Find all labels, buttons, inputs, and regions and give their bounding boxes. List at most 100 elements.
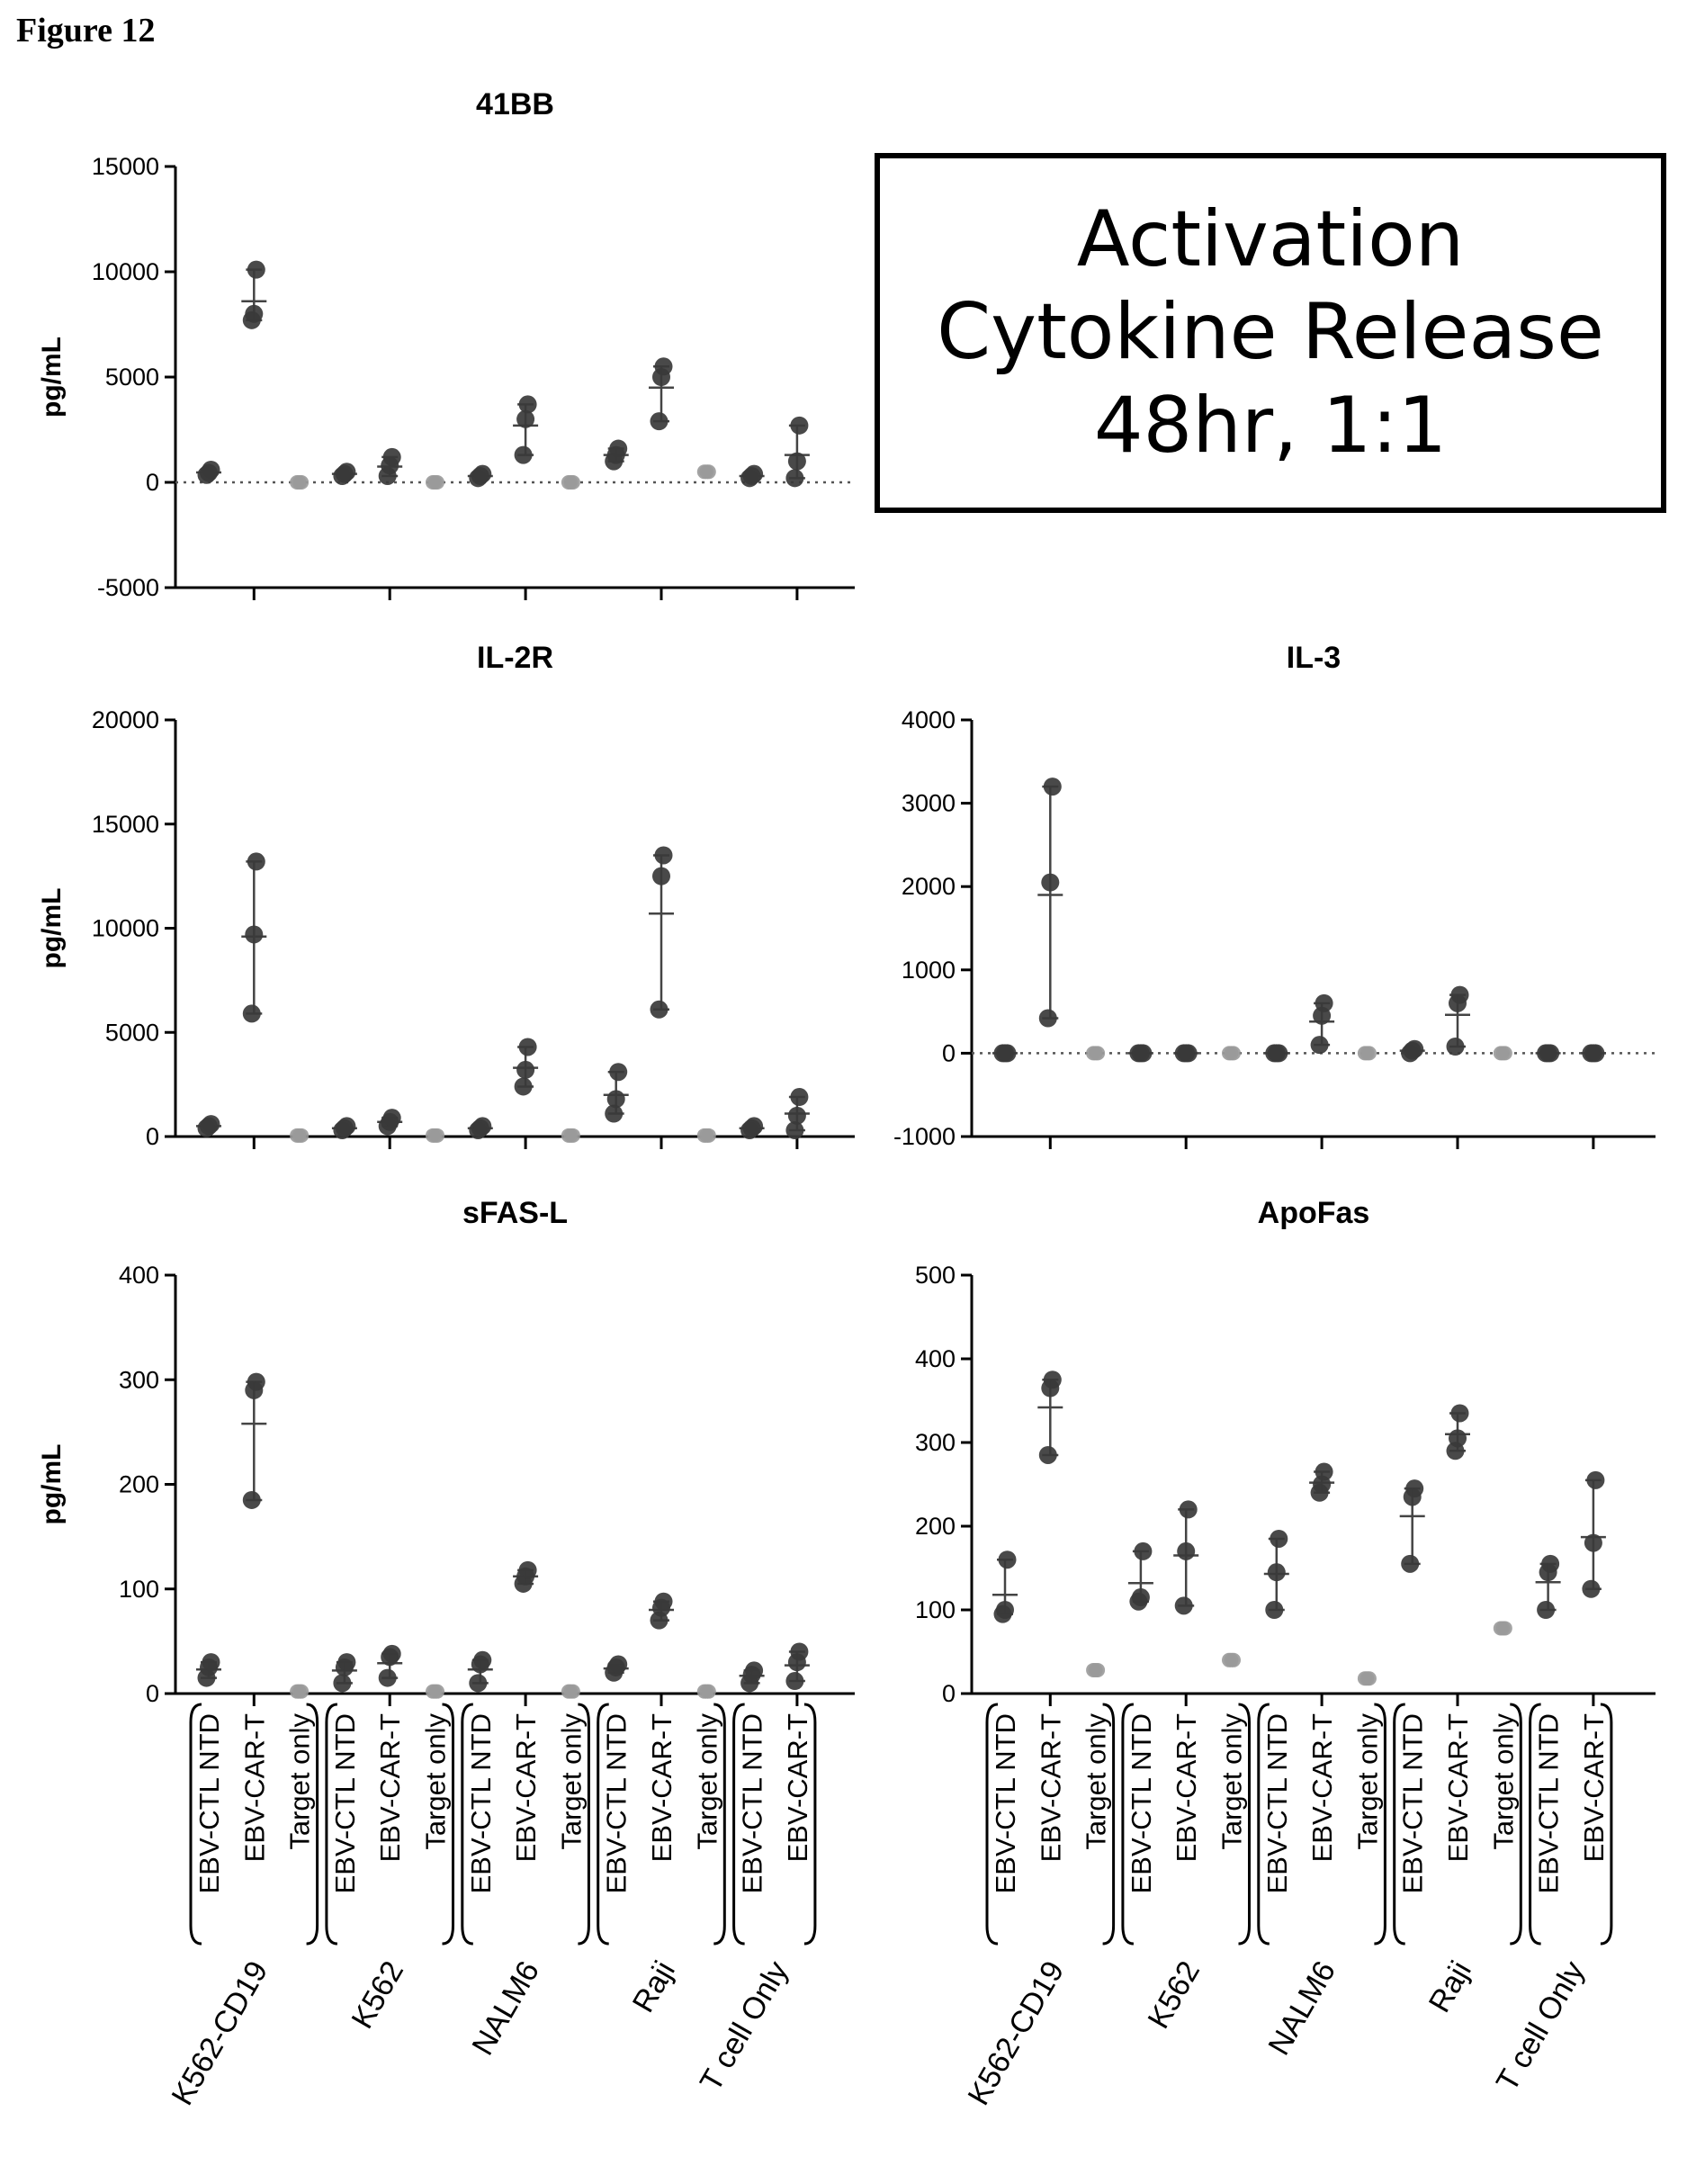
data-point bbox=[1270, 1044, 1288, 1063]
group-bracket-left bbox=[461, 1703, 473, 1946]
y-axis-label: pg/mL bbox=[37, 1444, 67, 1525]
condition-label: Target only bbox=[1487, 1713, 1519, 1850]
data-point bbox=[337, 463, 356, 481]
data-point bbox=[1134, 1044, 1153, 1063]
data-point bbox=[650, 1000, 669, 1019]
data-point bbox=[518, 1560, 537, 1579]
data-point bbox=[1401, 1554, 1420, 1573]
series-k562-cd19-ebv-ctl-ntd bbox=[992, 1044, 1018, 1063]
data-point bbox=[1179, 1500, 1198, 1519]
series-k562-ebv-ctl-ntd bbox=[331, 1117, 357, 1140]
y-tick-label: 100 bbox=[915, 1596, 956, 1623]
condition-label: EBV-CTL NTD bbox=[1533, 1713, 1565, 1893]
annotation-line-2: Cytokine Release bbox=[937, 287, 1604, 378]
condition-label: EBV-CAR-T bbox=[510, 1713, 542, 1862]
group-label-raji: Raji bbox=[1422, 1955, 1478, 2018]
data-point bbox=[1586, 1044, 1605, 1063]
condition-label: EBV-CTL NTD bbox=[1397, 1713, 1429, 1893]
data-point bbox=[565, 1684, 580, 1699]
series-raji-ebv-ctl-ntd bbox=[603, 1655, 629, 1682]
data-point bbox=[1449, 1429, 1467, 1448]
data-point bbox=[337, 1117, 356, 1136]
group-label-k562-cd19: K562-CD19 bbox=[961, 1955, 1071, 2111]
data-point bbox=[247, 852, 265, 871]
data-point bbox=[1226, 1652, 1241, 1667]
y-tick-label: 400 bbox=[119, 1262, 159, 1289]
data-point bbox=[430, 475, 444, 490]
series-k562-target-only bbox=[1222, 1652, 1241, 1667]
series-k562-cd19-ebv-car-t bbox=[1037, 1371, 1063, 1464]
series-raji-target-only bbox=[1493, 1046, 1512, 1061]
data-point bbox=[654, 1592, 673, 1611]
group-label-nalm6: NALM6 bbox=[1261, 1955, 1342, 2061]
series-k562-cd19-target-only bbox=[1086, 1046, 1106, 1061]
condition-label: Target only bbox=[1351, 1713, 1383, 1850]
data-point bbox=[1043, 777, 1062, 796]
series-k562-cd19-ebv-car-t bbox=[241, 852, 267, 1023]
series-nalm6-ebv-car-t bbox=[513, 1560, 539, 1593]
data-point bbox=[1179, 1044, 1198, 1063]
series-nalm6-target-only bbox=[561, 475, 580, 490]
group-bracket-left bbox=[1121, 1703, 1135, 1946]
series-raji-ebv-car-t bbox=[649, 1592, 674, 1630]
group-bracket-left bbox=[1393, 1703, 1405, 1946]
condition-label: EBV-CAR-T bbox=[1578, 1713, 1610, 1862]
series-k562-cd19-ebv-ctl-ntd bbox=[196, 1115, 221, 1137]
data-point bbox=[745, 1661, 764, 1680]
data-point bbox=[1497, 1621, 1512, 1636]
data-point bbox=[745, 464, 764, 483]
annotation-line-1: Activation bbox=[1076, 194, 1465, 285]
series-k562-ebv-ctl-ntd bbox=[331, 463, 357, 485]
data-point bbox=[242, 1490, 261, 1509]
group-bracket-right bbox=[306, 1703, 319, 1946]
series-k562-cd19-ebv-car-t bbox=[1037, 777, 1063, 1028]
y-tick-label: 2000 bbox=[902, 873, 956, 900]
data-point bbox=[1131, 1588, 1150, 1607]
series-k562-ebv-car-t bbox=[377, 1109, 403, 1136]
series-nalm6-ebv-car-t bbox=[513, 395, 539, 464]
data-point bbox=[609, 1655, 628, 1674]
group-bracket-left bbox=[985, 1703, 999, 1946]
y-tick-label: 500 bbox=[915, 1262, 956, 1289]
data-point bbox=[1174, 1596, 1193, 1615]
series-k562-cd19-ebv-car-t bbox=[241, 260, 267, 329]
data-point bbox=[1315, 993, 1333, 1012]
condition-label: EBV-CTL NTD bbox=[601, 1713, 633, 1893]
data-point bbox=[996, 1601, 1014, 1619]
data-point bbox=[202, 460, 220, 479]
group-label-nalm6: NALM6 bbox=[465, 1955, 546, 2061]
condition-label: EBV-CAR-T bbox=[782, 1713, 813, 1862]
condition-label: EBV-CAR-T bbox=[646, 1713, 677, 1862]
y-tick-label: 0 bbox=[942, 1680, 956, 1707]
data-point bbox=[473, 1117, 492, 1136]
data-point bbox=[1315, 1462, 1333, 1481]
panel-title: 41BB bbox=[476, 87, 554, 121]
group-label-t-cell-only: T cell Only bbox=[1490, 1955, 1592, 2098]
data-point bbox=[745, 1117, 764, 1136]
data-point bbox=[245, 925, 264, 944]
data-point bbox=[247, 260, 265, 279]
y-tick-label: 1000 bbox=[902, 957, 956, 984]
annotation-line-3: 48hr, 1:1 bbox=[1093, 380, 1448, 471]
y-tick-label: 5000 bbox=[105, 1019, 159, 1046]
y-tick-label: 15000 bbox=[92, 153, 159, 180]
series-raji-ebv-car-t bbox=[649, 357, 674, 431]
data-point bbox=[1038, 1445, 1057, 1464]
condition-label: EBV-CAR-T bbox=[374, 1713, 406, 1862]
y-tick-label: 3000 bbox=[902, 790, 956, 817]
data-point bbox=[1267, 1563, 1286, 1582]
group-bracket-right bbox=[442, 1703, 454, 1946]
y-axis-label: pg/mL bbox=[37, 337, 67, 418]
series-k562-target-only bbox=[426, 475, 444, 490]
data-point bbox=[565, 1128, 580, 1143]
series-t-cell-only-ebv-ctl-ntd bbox=[1535, 1044, 1561, 1063]
y-tick-label: 0 bbox=[146, 1680, 159, 1707]
group-bracket-right bbox=[1374, 1703, 1386, 1946]
condition-label: EBV-CTL NTD bbox=[1126, 1713, 1157, 1893]
condition-label: EBV-CAR-T bbox=[1171, 1713, 1202, 1862]
y-tick-label: 0 bbox=[146, 469, 159, 496]
data-point bbox=[294, 1684, 310, 1699]
series-k562-cd19-ebv-ctl-ntd bbox=[992, 1550, 1018, 1623]
series-raji-target-only bbox=[696, 1128, 716, 1143]
